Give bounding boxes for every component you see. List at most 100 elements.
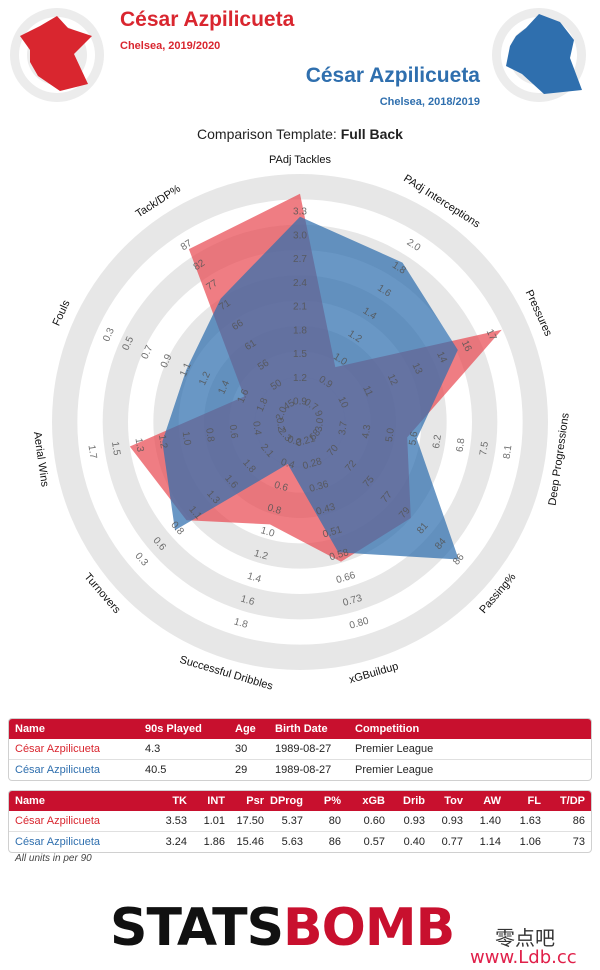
axis-tick-label: 1.7 [86,444,99,460]
axis-label: xGBuildup [348,660,400,686]
axis-tick-label: 1.5 [109,441,122,457]
header-cell: 90s Played [145,723,202,735]
table-cell: 4.3 [145,743,161,755]
player1-thumbnail-graphic [10,8,104,102]
table-cell: 0.93 [403,815,425,827]
table-cell: 5.37 [281,815,303,827]
player2-thumbnail-graphic [492,8,586,102]
table-cell: 0.40 [403,836,425,848]
axis-tick-label: 17 [484,328,499,343]
axis-tick-label: 3.0 [293,230,307,241]
axis-tick-label: 1.2 [197,370,213,388]
table-cell: Premier League [355,743,434,755]
axis-tick-label: 1.2 [293,373,307,384]
table-cell: 17.50 [236,815,264,827]
table-cell: 3.24 [165,836,187,848]
player2-season: Chelsea, 2018/2019 [379,96,480,108]
table-cell: 29 [235,764,248,776]
axis-tick-label: 0.7 [140,343,156,361]
header-cell: INT [207,795,225,807]
player-name-cell: César Azpilicueta [15,764,100,776]
axis-label: Deep Progressions [547,412,572,507]
header-cell: Birth Date [275,723,328,735]
table-header-row: Name TK INT Psr DProg P% xGB Drib Tov AW… [9,791,591,811]
axis-tick-label: 3.7 [337,420,350,436]
header-cell: DProg [270,795,303,807]
axis-tick-label: 0.3 [101,326,117,344]
axis-tick-label: 9 [312,409,324,419]
axis-tick-label: 0.2 [274,417,287,433]
axis-tick-label: 0.5 [120,335,136,353]
axis-tick-label: 0.6 [227,424,240,440]
axis-tick-label: 0.2 [286,434,303,449]
comparison-template: Comparison Template: Full Back [0,126,600,142]
table-cell: 5.63 [281,836,303,848]
axis-tick-label: 1.2 [253,548,270,563]
table-cell: 1.06 [519,836,541,848]
table-cell: 73 [572,836,585,848]
axis-label: Aerial Wins [31,431,51,488]
axis-tick-label: 2.4 [293,278,307,289]
axis-tick-label: 0.73 [342,593,364,609]
header-cell: Age [235,723,256,735]
axis-tick-label: 7.5 [478,440,491,456]
axis-tick-label: 1.5 [293,349,307,360]
axis-label: Fouls [51,298,73,328]
header-cell: T/DP [559,795,585,807]
axis-tick-label: 13 [410,361,425,376]
table-cell: 1989-08-27 [275,743,332,755]
axis-tick-label: 5.6 [407,430,420,446]
axis-tick-label: 11 [360,384,374,398]
table-cell: 86 [328,836,341,848]
table-row: César Azpilicueta 4.3 30 1989-08-27 Prem… [9,739,591,760]
table-cell: 80 [328,815,341,827]
header-cell: Name [15,723,45,735]
axis-tick-label: 14 [434,350,449,365]
table-row: César Azpilicueta 3.24 1.86 15.46 5.63 8… [9,832,591,852]
header-cell: Tov [444,795,463,807]
axis-tick-label: 0.4 [279,457,296,472]
stats-table: Name TK INT Psr DProg P% xGB Drib Tov AW… [8,790,592,853]
table-cell: 1.63 [519,815,541,827]
units-footnote: All units in per 90 [15,853,92,864]
header-cell: Competition [355,723,420,735]
table-row: César Azpilicueta 3.53 1.01 17.50 5.37 8… [9,811,591,832]
axis-tick-label: 2.0 [274,405,290,423]
table-cell: 86 [572,815,585,827]
header-cell: Psr [246,795,264,807]
axis-tick-label: 0.51 [322,524,344,540]
table-cell: 0.60 [363,815,385,827]
statsbomb-logo: STATSBOMB [110,902,455,954]
table-cell: 1.40 [479,815,501,827]
table-cell: 0.93 [441,815,463,827]
table-cell: 1989-08-27 [275,764,332,776]
table-cell: 1.01 [203,815,225,827]
axis-tick-label: 1.6 [239,594,256,609]
axis-tick-label: 1.8 [255,396,271,414]
series-polygon-2 [162,216,459,560]
axis-tick-label: 0.36 [308,479,330,495]
player2-radar-thumbnail [490,6,588,104]
axis-tick-label: 3.3 [293,207,307,218]
header-cell: AW [483,795,501,807]
axis-tick-label: 0.43 [315,502,337,518]
table-cell: Premier League [355,764,434,776]
table-row: César Azpilicueta 40.5 29 1989-08-27 Pre… [9,760,591,780]
player-name-cell: César Azpilicueta [15,836,100,848]
axis-tick-label: 1.8 [233,616,250,631]
player1-radar-thumbnail [8,6,106,104]
axis-tick-label: 0.8 [266,502,283,517]
axis-tick-label: 3.0 [314,417,327,433]
header-cell: xGB [362,795,385,807]
axis-tick-label: 0.80 [348,615,370,631]
player1-season: Chelsea, 2019/2020 [120,40,221,52]
table-header-row: Name 90s Played Age Birth Date Competiti… [9,719,591,739]
logo-part-bomb: BOMB [283,898,455,958]
axis-tick-label: 1.0 [180,431,193,447]
player-name-cell: César Azpilicueta [15,743,100,755]
axis-tick-label: 0.8 [203,427,216,443]
axis-tick-label: 1.1 [178,361,194,379]
axis-tick-label: 2.1 [293,302,307,313]
axis-tick-label: 10 [335,395,350,410]
axis-tick-label: 6.2 [431,434,444,450]
